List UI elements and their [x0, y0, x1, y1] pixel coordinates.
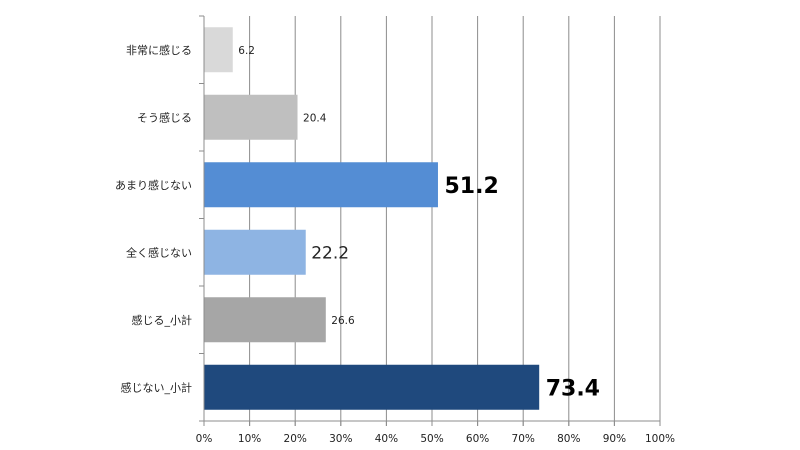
value-label: 51.2 — [444, 174, 498, 199]
bar-0 — [204, 27, 233, 73]
category-label: 全く感じない — [126, 245, 192, 259]
x-tick-label: 10% — [238, 433, 261, 445]
category-label: 感じる_小計 — [132, 313, 193, 327]
bar-4 — [204, 297, 326, 343]
bar-3 — [204, 229, 306, 275]
category-label: 感じない_小計 — [121, 380, 193, 394]
x-tick-label: 30% — [329, 433, 352, 445]
value-label: 22.2 — [311, 243, 349, 263]
category-label: そう感じる — [137, 111, 192, 124]
x-tick-label: 0% — [196, 433, 213, 445]
bar-5 — [204, 364, 540, 410]
bars — [204, 27, 540, 410]
x-tick-label: 70% — [512, 433, 535, 445]
value-label: 26.6 — [331, 315, 355, 327]
x-tick-label: 40% — [375, 433, 398, 445]
value-label: 6.2 — [238, 45, 255, 57]
value-label: 20.4 — [303, 112, 327, 124]
x-tick-label: 50% — [420, 433, 443, 445]
x-tick-label: 20% — [284, 433, 307, 445]
gridlines — [249, 16, 661, 426]
bar-1 — [204, 94, 298, 140]
x-tick-label: 60% — [466, 433, 489, 445]
x-tick-label: 90% — [603, 433, 626, 445]
axes — [199, 15, 661, 426]
value-label: 73.4 — [546, 376, 600, 401]
category-label: 非常に感じる — [126, 44, 192, 57]
x-tick-label: 100% — [645, 433, 675, 445]
category-label: あまり感じない — [115, 179, 192, 192]
bar-2 — [204, 162, 438, 208]
x-tick-label: 80% — [557, 433, 580, 445]
labels: 0% 10% 20% 30% 40% 50% 60% 70% 80% 90% 100% 非常に感じる 6… — [115, 44, 675, 445]
